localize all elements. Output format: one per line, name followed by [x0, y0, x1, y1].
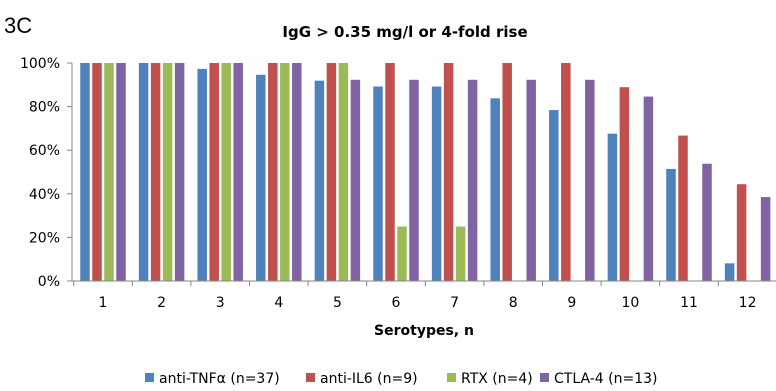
y-tick-label: 40% — [29, 187, 60, 203]
y-tick-label: 20% — [29, 230, 60, 246]
x-tick-label: 7 — [450, 295, 459, 311]
legend-label: RTX (n=4) — [461, 371, 533, 387]
x-tick-label: 8 — [509, 295, 518, 311]
bar — [280, 63, 290, 281]
bar — [526, 79, 536, 281]
x-tick-label: 9 — [567, 295, 576, 311]
bar — [150, 63, 161, 281]
bar — [619, 87, 630, 281]
bar — [490, 98, 500, 281]
bar — [338, 63, 349, 281]
y-tick-label: 80% — [29, 100, 60, 116]
bar — [585, 79, 595, 281]
bar — [92, 63, 102, 281]
x-tick-label: 1 — [99, 295, 108, 311]
x-tick-label: 5 — [333, 295, 342, 311]
bar — [467, 79, 478, 281]
x-tick-label: 11 — [680, 295, 698, 311]
bar — [292, 63, 302, 281]
bar — [221, 63, 231, 281]
legend-swatch — [447, 373, 456, 382]
bar — [643, 96, 654, 282]
bar — [174, 63, 185, 281]
bar — [443, 63, 454, 281]
x-tick-label: 12 — [739, 295, 757, 311]
legend-swatch — [540, 373, 549, 382]
bar — [326, 63, 337, 281]
legend-swatch — [145, 373, 154, 382]
legend-label: anti-TNFα (n=37) — [159, 371, 280, 387]
bar — [702, 163, 712, 281]
bar — [607, 133, 618, 281]
legend-swatch — [306, 373, 315, 382]
panel-label: 3C — [4, 13, 32, 38]
x-axis-ticks: 1 2 3 4 5 6 7 8 9 10 11 12 — [73, 281, 757, 311]
y-tick-label: 100% — [20, 56, 60, 72]
bar — [736, 184, 747, 281]
bar — [209, 63, 219, 281]
bar — [431, 86, 442, 281]
chart-title: IgG > 0.35 mg/l or 4-fold rise — [282, 23, 527, 41]
bar — [116, 63, 126, 281]
bar — [197, 68, 207, 281]
bars — [80, 63, 771, 282]
bar — [233, 63, 243, 281]
bar — [80, 63, 90, 281]
bar — [561, 63, 571, 281]
bar — [549, 110, 559, 281]
bar — [397, 226, 407, 281]
x-axis-label: Serotypes, n — [374, 323, 474, 339]
bar — [314, 80, 325, 282]
bar — [502, 63, 512, 281]
bar — [409, 79, 419, 281]
bar — [678, 135, 688, 281]
bar — [268, 63, 278, 281]
y-axis-ticks: 0% 20% 40% 60% 80% 100% — [20, 56, 72, 290]
bar — [162, 63, 173, 281]
x-tick-label: 10 — [621, 295, 639, 311]
bar — [724, 263, 735, 281]
bar — [666, 168, 676, 281]
bar — [350, 79, 361, 281]
x-tick-label: 3 — [216, 295, 225, 311]
bar — [455, 226, 466, 281]
bar — [385, 63, 395, 281]
x-tick-label: 6 — [392, 295, 401, 311]
legend-label: CTLA-4 (n=13) — [554, 371, 657, 387]
legend-label: anti-IL6 (n=9) — [320, 371, 418, 387]
bar — [760, 197, 771, 281]
x-tick-label: 4 — [274, 295, 283, 311]
bar — [104, 63, 114, 281]
bar — [256, 74, 266, 281]
legend: anti-TNFα (n=37) anti-IL6 (n=9) RTX (n=4) C… — [145, 371, 657, 387]
x-tick-label: 2 — [157, 295, 166, 311]
bar — [138, 63, 149, 281]
bar — [373, 86, 383, 281]
y-tick-label: 0% — [38, 274, 60, 290]
y-tick-label: 60% — [29, 143, 60, 159]
